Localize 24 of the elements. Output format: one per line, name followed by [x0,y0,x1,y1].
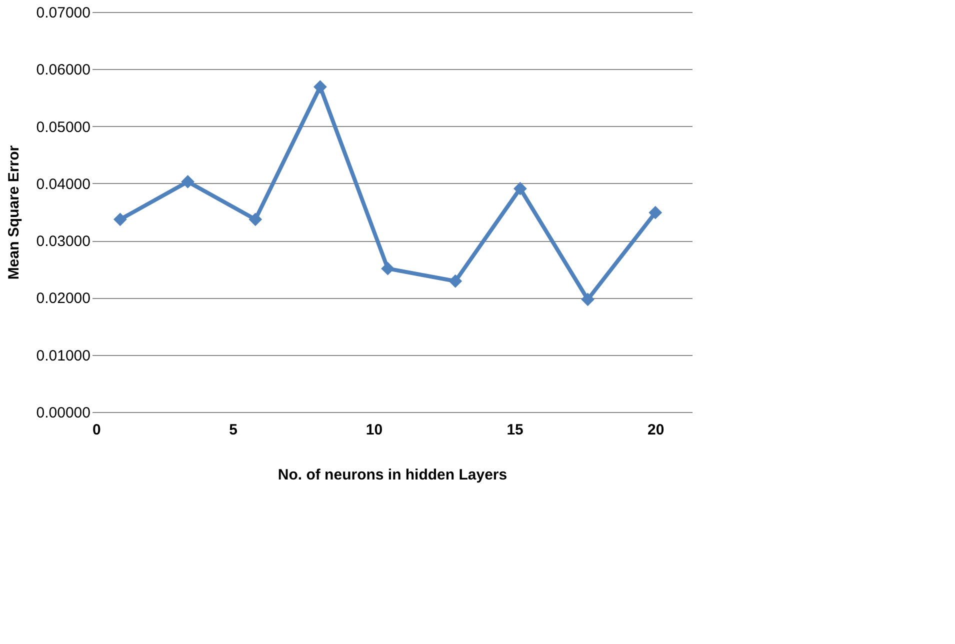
x-tick-label: 10 [366,422,383,438]
y-axis-title: Mean Square Error [5,145,22,280]
point [648,206,662,220]
y-tick-label: 0.07000 [36,4,90,22]
point [513,182,527,196]
point [113,212,127,226]
x-tick-label: 20 [648,422,664,438]
x-tick-label: 5 [229,422,238,438]
point [581,292,594,306]
point [313,80,327,94]
point [181,175,194,188]
x-tick-label: 15 [506,422,524,438]
x-axis-title: No. of neurons in hidden Layers [278,466,508,484]
point [381,262,394,276]
y-tick-label: 0.04000 [36,176,90,193]
y-tick-label: 0.06000 [36,62,90,79]
point [248,212,262,226]
y-tick-label: 0.01000 [36,347,90,364]
y-tick-label: 0.00000 [36,404,90,422]
y-tick-label: 0.02000 [36,290,90,308]
point [448,274,462,288]
y-tick-label: 0.05000 [36,118,90,136]
x-tick-label: 0 [92,422,101,438]
y-tick-label: 0.03000 [36,233,90,250]
